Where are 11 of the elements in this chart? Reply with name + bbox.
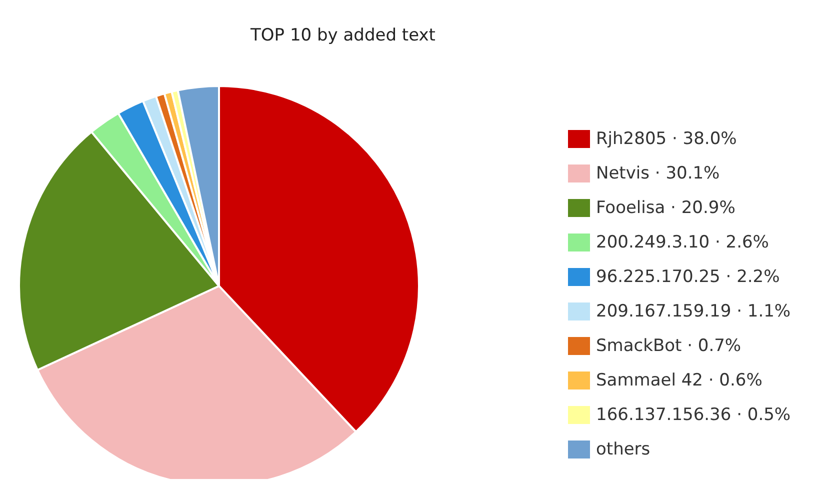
legend-label: 209.167.159.19 · 1.1% [596,302,791,322]
legend-label: 200.249.3.10 · 2.6% [596,232,769,252]
legend-label: SmackBot · 0.7% [596,336,742,356]
legend-label: Sammael 42 · 0.6% [596,370,762,390]
legend-label: Netvis · 30.1% [596,164,720,184]
legend-label: 166.137.156.36 · 0.5% [596,405,791,425]
legend-label: Fooelisa · 20.9% [596,198,736,218]
legend-label: others [596,440,650,460]
chart-title: TOP 10 by added text [250,26,436,46]
legend-label: 96.225.170.25 · 2.2% [596,267,780,287]
legend-label: Rjh2805 · 38.0% [596,129,737,149]
